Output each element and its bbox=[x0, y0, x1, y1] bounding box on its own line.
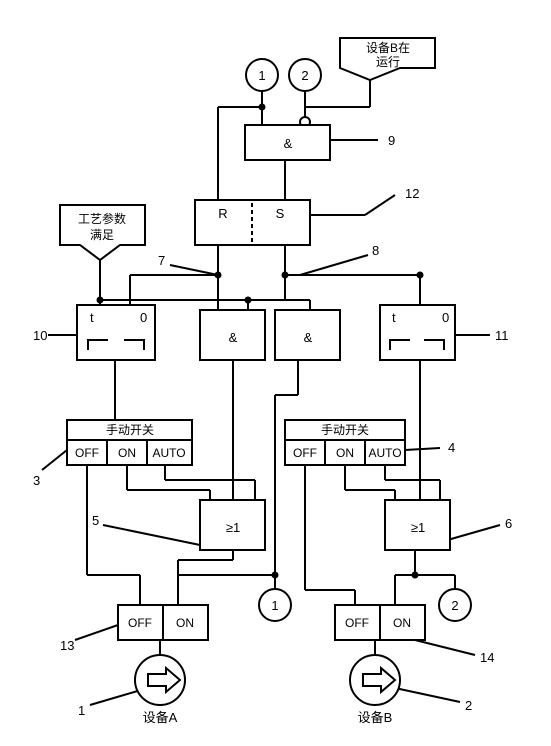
timer-left-zero: 0 bbox=[140, 310, 147, 325]
connector-1-top-label: 1 bbox=[258, 68, 265, 83]
manual-switch-b-title: 手动开关 bbox=[321, 423, 369, 437]
manual-b-on: ON bbox=[336, 446, 354, 460]
offon-b-off: OFF bbox=[345, 616, 369, 630]
manual-switch-b: 手动开关 OFF ON AUTO bbox=[285, 420, 405, 465]
ref-14: 14 bbox=[480, 650, 494, 665]
connector-2-top: 2 bbox=[289, 59, 321, 91]
offon-a: OFF ON bbox=[118, 605, 208, 640]
gate-or-right: ≥1 bbox=[385, 500, 450, 550]
svg-text:工艺参数: 工艺参数 bbox=[78, 211, 126, 226]
ref-9: 9 bbox=[388, 133, 395, 148]
tag-device-b-running: 设备B在 运行 bbox=[340, 38, 435, 80]
gate-or-left: ≥1 bbox=[200, 500, 265, 550]
offon-b: OFF ON bbox=[335, 605, 425, 640]
ref-5: 5 bbox=[92, 513, 99, 528]
ref-7: 7 bbox=[158, 253, 165, 268]
ref-2: 2 bbox=[465, 698, 472, 713]
timer-left: t 0 bbox=[77, 305, 155, 360]
ref-10: 10 bbox=[33, 328, 47, 343]
gate-and-right-label: & bbox=[304, 330, 313, 345]
ref-13: 13 bbox=[60, 638, 74, 653]
ref-3: 3 bbox=[33, 473, 40, 488]
offon-a-on: ON bbox=[176, 616, 194, 630]
manual-b-auto: AUTO bbox=[368, 446, 401, 460]
device-a-label: 设备A bbox=[143, 710, 178, 725]
svg-text:满足: 满足 bbox=[90, 228, 114, 242]
connector-1-bottom: 1 bbox=[259, 589, 291, 621]
svg-text:设备B在: 设备B在 bbox=[366, 41, 410, 55]
ref-1: 1 bbox=[78, 703, 85, 718]
connector-2-bottom-label: 2 bbox=[451, 598, 458, 613]
svg-text:运行: 运行 bbox=[376, 55, 400, 69]
offon-a-off: OFF bbox=[128, 616, 152, 630]
gate-and-top-label: & bbox=[284, 136, 293, 151]
timer-right-zero: 0 bbox=[442, 310, 449, 325]
gate-and-top: & bbox=[245, 125, 330, 160]
gate-and-left: & bbox=[200, 310, 265, 360]
ref-12: 12 bbox=[405, 186, 419, 201]
timer-right-t: t bbox=[392, 310, 396, 325]
manual-a-off: OFF bbox=[75, 446, 99, 460]
manual-switch-a-title: 手动开关 bbox=[106, 423, 154, 437]
connector-2-top-label: 2 bbox=[301, 68, 308, 83]
ref-11: 11 bbox=[495, 328, 509, 343]
device-b: 设备B bbox=[350, 655, 400, 725]
gate-rs: R S bbox=[195, 200, 310, 245]
gate-or-right-label: ≥1 bbox=[411, 520, 425, 535]
connector-1-bottom-label: 1 bbox=[271, 598, 278, 613]
gate-and-left-label: & bbox=[229, 330, 238, 345]
connector-1-top: 1 bbox=[246, 59, 278, 91]
gate-and-right: & bbox=[275, 310, 340, 360]
connector-2-bottom: 2 bbox=[439, 589, 471, 621]
rs-s-label: S bbox=[276, 206, 285, 221]
ref-8: 8 bbox=[372, 243, 379, 258]
ref-6: 6 bbox=[505, 516, 512, 531]
ref-4: 4 bbox=[448, 440, 455, 455]
manual-a-on: ON bbox=[118, 446, 136, 460]
offon-b-on: ON bbox=[393, 616, 411, 630]
manual-switch-a: 手动开关 OFF ON AUTO bbox=[67, 420, 192, 465]
timer-left-t: t bbox=[90, 310, 94, 325]
manual-a-auto: AUTO bbox=[152, 446, 185, 460]
manual-b-off: OFF bbox=[293, 446, 317, 460]
device-b-label: 设备B bbox=[358, 710, 393, 725]
tag-process-param: 工艺参数 满足 bbox=[60, 205, 145, 260]
device-a: 设备A bbox=[135, 655, 185, 725]
timer-right: t 0 bbox=[380, 305, 455, 360]
rs-r-label: R bbox=[218, 206, 227, 221]
gate-or-left-label: ≥1 bbox=[226, 520, 240, 535]
logic-diagram: 1 2 设备B在 运行 & R S 工艺参数 满足 t 0 & bbox=[0, 0, 551, 746]
